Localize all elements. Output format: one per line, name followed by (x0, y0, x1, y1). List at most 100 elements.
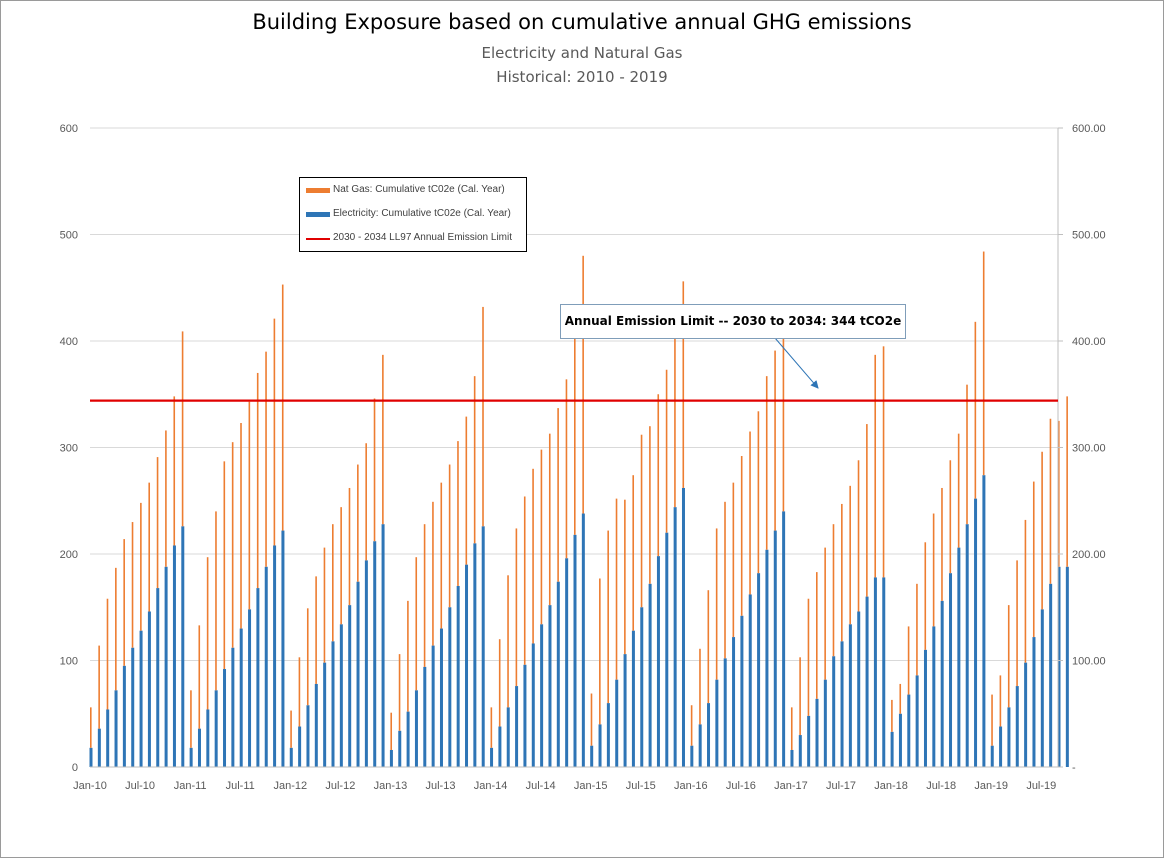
bar-nat-gas (248, 401, 251, 610)
bar-nat-gas (882, 346, 885, 578)
bar-nat-gas (1007, 605, 1010, 708)
bar-nat-gas (407, 600, 409, 712)
bar-nat-gas (974, 321, 977, 499)
bar-nat-gas (966, 384, 968, 525)
bar-electricity (456, 585, 460, 767)
bar-nat-gas (457, 441, 459, 586)
bar-electricity (673, 507, 677, 767)
bar-electricity (106, 709, 110, 767)
x-tick-label: Jul-19 (1026, 780, 1056, 792)
x-tick-label: Jul-18 (926, 780, 956, 792)
bar-nat-gas (574, 330, 576, 535)
bar-nat-gas (649, 426, 651, 584)
bar-nat-gas (148, 482, 151, 612)
x-tick-label: Jul-11 (226, 780, 255, 792)
bar-electricity (331, 641, 335, 767)
y-tick-label-right: - (1072, 762, 1076, 774)
bar-nat-gas (1032, 481, 1035, 638)
bar-nat-gas (315, 576, 317, 684)
bar-nat-gas (916, 583, 918, 676)
bar-nat-gas (423, 524, 426, 667)
x-tick-label: Jul-15 (626, 780, 656, 792)
x-tick-label: Jul-13 (425, 780, 455, 792)
bar-nat-gas (131, 522, 134, 648)
bar-electricity (923, 649, 927, 767)
bar-nat-gas (90, 707, 92, 748)
bar-electricity (790, 749, 794, 767)
bar-nat-gas (281, 284, 284, 531)
bar-electricity (147, 611, 151, 767)
chart-title: Building Exposure based on cumulative an… (252, 10, 912, 34)
bar-electricity (1007, 707, 1011, 767)
bar-nat-gas (757, 411, 760, 574)
bar-electricity (548, 605, 552, 767)
bar-electricity (439, 628, 443, 767)
bar-nat-gas (1066, 396, 1068, 567)
bar-nat-gas (799, 657, 801, 736)
legend-swatch-electricity (306, 212, 330, 217)
bar-electricity (999, 726, 1003, 767)
bar-nat-gas (490, 707, 493, 748)
bar-nat-gas (999, 675, 1002, 727)
y-tick-label-left: 100 (60, 656, 78, 668)
bar-electricity (748, 594, 752, 767)
bar-nat-gas (432, 501, 434, 646)
bar-nat-gas (290, 710, 292, 748)
bar-nat-gas (674, 333, 676, 508)
bar-nat-gas (774, 350, 776, 531)
bar-nat-gas (816, 572, 818, 699)
bar-electricity (807, 715, 811, 767)
bar-electricity (515, 686, 519, 767)
bar-nat-gas (991, 694, 993, 746)
bar-electricity (690, 745, 694, 767)
bar-nat-gas (907, 626, 910, 695)
bar-electricity (214, 690, 218, 767)
bar-electricity (581, 513, 585, 767)
bar-nat-gas (715, 528, 718, 680)
bar-electricity (131, 647, 135, 767)
bar-nat-gas (540, 449, 543, 625)
bar-nat-gas (440, 482, 443, 629)
bar-electricity (473, 543, 477, 767)
bar-nat-gas (548, 433, 551, 606)
bar-nat-gas (273, 318, 276, 546)
bar-electricity (556, 581, 560, 767)
bar-nat-gas (140, 502, 142, 631)
bar-nat-gas (682, 281, 685, 488)
bar-nat-gas (223, 461, 226, 670)
bar-electricity (590, 745, 594, 767)
bar-electricity (189, 747, 193, 767)
chart-legend: Nat Gas: Cumulative tC02e (Cal. Year) El… (299, 177, 527, 252)
bar-nat-gas (415, 557, 418, 691)
bar-nat-gas (382, 354, 384, 525)
bar-electricity (323, 662, 327, 767)
bar-electricity (949, 573, 953, 767)
bar-nat-gas (498, 639, 501, 727)
bar-nat-gas (749, 431, 751, 595)
bar-electricity (1049, 583, 1053, 767)
legend-label-electricity: Electricity: Cumulative tC02e (Cal. Year… (333, 208, 511, 219)
bar-electricity (565, 558, 569, 767)
bar-nat-gas (849, 485, 851, 625)
bar-nat-gas (515, 528, 518, 687)
bar-nat-gas (874, 354, 877, 578)
bar-nat-gas (866, 424, 868, 597)
bar-electricity (239, 628, 243, 767)
bar-nat-gas (590, 693, 593, 746)
bar-electricity (623, 654, 627, 767)
bar-electricity (698, 724, 702, 767)
x-tick-label: Jul-14 (526, 780, 556, 792)
bar-nat-gas (298, 657, 301, 727)
bar-electricity (815, 698, 819, 767)
bar-nat-gas (532, 468, 534, 644)
bar-electricity (1065, 566, 1069, 767)
bar-nat-gas (106, 598, 109, 710)
bar-electricity (114, 690, 118, 767)
legend-label-gas: Nat Gas: Cumulative tC02e (Cal. Year) (333, 184, 505, 195)
bar-electricity (606, 703, 610, 767)
x-tick-label: Jan-10 (73, 780, 107, 792)
bar-nat-gas (231, 442, 234, 648)
bar-electricity (782, 511, 786, 767)
bar-nat-gas (265, 351, 267, 567)
bar-electricity (139, 630, 143, 767)
